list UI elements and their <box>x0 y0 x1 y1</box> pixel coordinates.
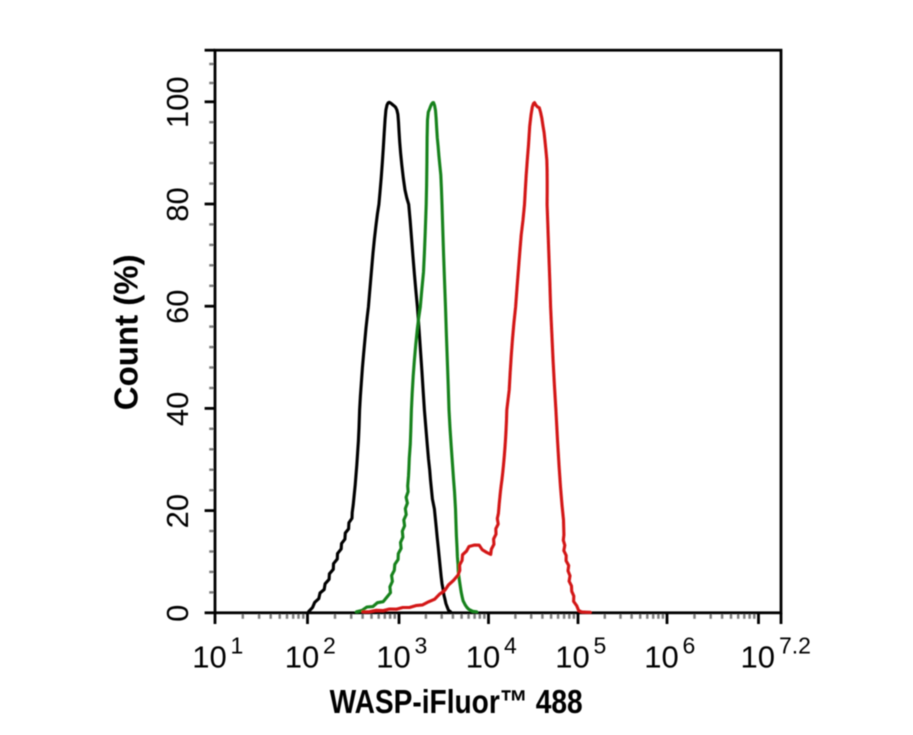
svg-text:60: 60 <box>160 289 195 323</box>
svg-text:10: 10 <box>644 640 678 675</box>
svg-text:2: 2 <box>323 633 336 659</box>
svg-text:10: 10 <box>466 640 500 675</box>
svg-text:3: 3 <box>415 633 428 659</box>
svg-text:10: 10 <box>376 640 410 675</box>
svg-text:10: 10 <box>285 640 319 675</box>
svg-text:4: 4 <box>504 633 517 659</box>
svg-text:6: 6 <box>683 633 696 659</box>
svg-text:0: 0 <box>160 605 195 622</box>
svg-text:10: 10 <box>740 640 774 675</box>
svg-text:40: 40 <box>160 392 195 426</box>
svg-text:10: 10 <box>192 640 226 675</box>
svg-text:5: 5 <box>594 633 607 659</box>
svg-text:7.2: 7.2 <box>779 633 811 659</box>
svg-text:WASP-iFluor™ 488: WASP-iFluor™ 488 <box>330 684 583 721</box>
svg-text:10: 10 <box>555 640 589 675</box>
svg-text:Count (%): Count (%) <box>107 254 144 410</box>
svg-text:100: 100 <box>160 76 195 128</box>
svg-text:80: 80 <box>160 187 195 221</box>
svg-text:1: 1 <box>231 633 244 659</box>
svg-text:20: 20 <box>160 494 195 528</box>
